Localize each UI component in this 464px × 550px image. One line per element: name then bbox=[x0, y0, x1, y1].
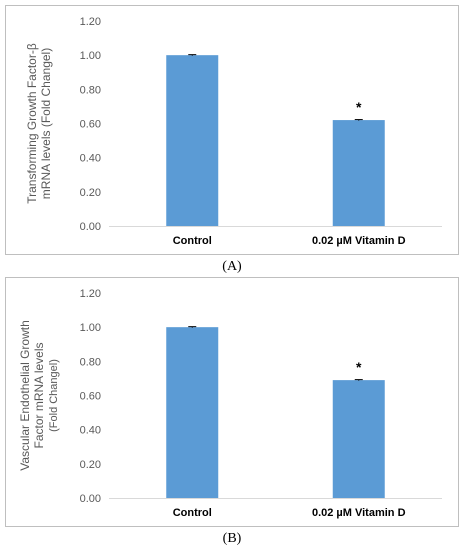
chart-panel-a: 0.00 0.20 0.40 0.60 0.80 1.00 1.20 Control * 0.02… bbox=[5, 5, 459, 255]
chart-b-y-axis-label-line: (Fold Changel) bbox=[48, 359, 60, 432]
chart-b-y-tick-label: 1.20 bbox=[80, 288, 101, 300]
chart-a-y-tick-label: 0.20 bbox=[80, 187, 101, 199]
chart-b-y-axis-label-line: Vascular Endothelial Growth bbox=[18, 320, 32, 471]
chart-a-y-tick-label: 1.00 bbox=[80, 50, 101, 62]
chart-b-y-tick-label: 0.40 bbox=[80, 425, 101, 437]
chart-a-category-label: Control bbox=[173, 235, 212, 247]
chart-a-y-tick-label: 0.00 bbox=[80, 221, 101, 233]
chart-panel-b: 0.00 0.20 0.40 0.60 0.80 1.00 1.20 Control * 0.02… bbox=[5, 277, 459, 527]
chart-a-y-axis-label: Transforming Growth Factor-β mRNA levels … bbox=[25, 43, 53, 204]
chart-a-bar bbox=[332, 120, 385, 226]
chart-a-y-axis-label-line: mRNA levels (Fold Changel) bbox=[39, 48, 53, 199]
chart-b-bar bbox=[332, 380, 385, 498]
chart-a-y-tick-label: 0.40 bbox=[80, 153, 101, 165]
chart-b-y-tick-label: 0.60 bbox=[80, 391, 101, 403]
chart-b-y-tick-label: 1.00 bbox=[80, 322, 101, 334]
chart-b-y-tick-label: 0.80 bbox=[80, 356, 101, 368]
chart-b-significance-marker: * bbox=[356, 359, 362, 375]
chart-a-y-tick-label: 1.20 bbox=[80, 16, 101, 28]
caption-b: (B) bbox=[222, 531, 242, 546]
chart-a-y-tick-label: 0.60 bbox=[80, 119, 101, 131]
chart-b-category-label: Control bbox=[173, 507, 212, 519]
chart-b-category-label: 0.02 µM Vitamin D bbox=[312, 507, 406, 519]
chart-a-y-axis-label-line: Transforming Growth Factor-β bbox=[25, 43, 39, 204]
caption-a: (A) bbox=[222, 259, 242, 274]
chart-b-y-axis-label: Vascular Endothelial Growth Factor mRNA l… bbox=[18, 320, 60, 471]
chart-a-bar bbox=[166, 55, 219, 226]
chart-b-bar bbox=[166, 327, 219, 498]
chart-a-significance-marker: * bbox=[356, 99, 362, 115]
chart-b-y-axis-label-line: Factor mRNA levels bbox=[32, 342, 46, 448]
chart-b-y-tick-label: 0.20 bbox=[80, 459, 101, 471]
chart-b-svg: 0.00 0.20 0.40 0.60 0.80 1.00 1.20 Control * 0.02… bbox=[18, 288, 442, 519]
chart-b-y-tick-label: 0.00 bbox=[80, 493, 101, 505]
chart-a-category-label: 0.02 µM Vitamin D bbox=[312, 235, 406, 247]
chart-a-y-tick-label: 0.80 bbox=[80, 84, 101, 96]
chart-a-svg: 0.00 0.20 0.40 0.60 0.80 1.00 1.20 Control * 0.02… bbox=[25, 16, 442, 247]
